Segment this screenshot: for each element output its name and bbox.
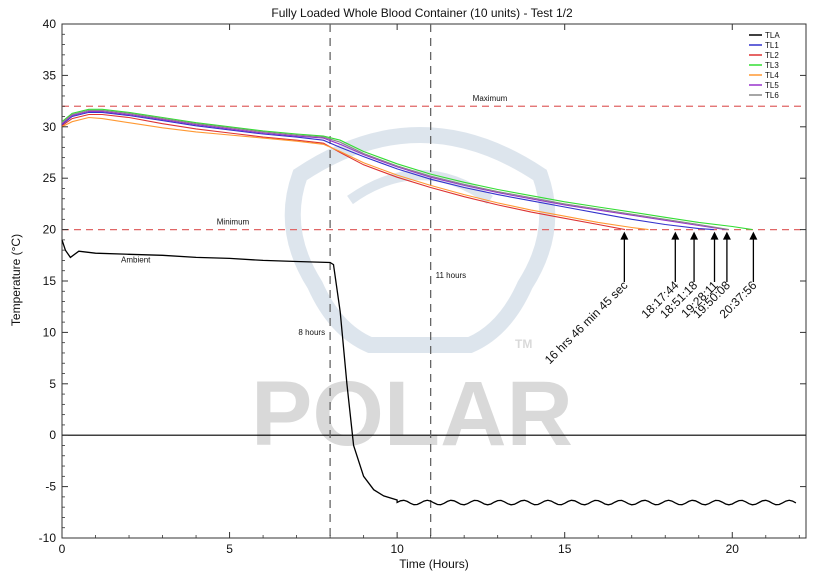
series-line-tl1 xyxy=(61,111,714,231)
series-line-tla xyxy=(61,239,797,506)
y-tick-label: 20 xyxy=(43,223,57,237)
x-tick-label: 0 xyxy=(59,542,66,556)
y-axis-label: Temperature (°C) xyxy=(9,234,23,326)
y-tick-label: -10 xyxy=(39,531,57,545)
y-tick-label: 15 xyxy=(43,274,57,288)
legend-label-tl6: TL6 xyxy=(765,91,779,100)
y-tick-label: 30 xyxy=(43,120,57,134)
series-lines xyxy=(61,108,797,506)
arrow-head-icon xyxy=(690,231,699,240)
annotation-ambient: Ambient xyxy=(121,255,151,264)
x-tick-label: 5 xyxy=(226,542,233,556)
reference-label-maximum: Maximum xyxy=(473,94,508,103)
watermark-tm: TM xyxy=(515,337,532,351)
y-tick-label: 25 xyxy=(43,171,57,185)
arrow-head-icon xyxy=(722,231,731,240)
reference-label-minimum: Minimum xyxy=(217,218,250,227)
chart-title: Fully Loaded Whole Blood Container (10 u… xyxy=(271,6,573,20)
y-tick-label: 0 xyxy=(49,428,56,442)
legend-label-tl4: TL4 xyxy=(765,71,779,80)
legend-label-tla: TLA xyxy=(765,31,780,40)
y-tick-label: 40 xyxy=(43,17,57,31)
reference-lines: Maximum Minimum xyxy=(62,94,806,436)
legend-label-tl1: TL1 xyxy=(765,41,779,50)
axis-ticks: -10 -5 0 5 10 15 20 25 30 35 40 0 5 10 15 20 xyxy=(39,17,806,556)
x-axis-label: Time (Hours) xyxy=(399,557,469,571)
y-tick-label: 10 xyxy=(43,325,57,339)
polar-watermark: POLAR TM xyxy=(251,127,573,465)
legend-label-tl5: TL5 xyxy=(765,81,779,90)
series-line-tl5 xyxy=(61,110,726,231)
y-tick-label: 35 xyxy=(43,68,57,82)
threshold-arrows: 16 hrs 46 min 45 sec 18:17:4418:51:1819:2… xyxy=(542,231,760,367)
legend-label-tl3: TL3 xyxy=(765,61,779,70)
y-tick-label: 5 xyxy=(49,377,56,391)
legend-label-tl2: TL2 xyxy=(765,51,779,60)
vertical-line-label: 11 hours xyxy=(436,271,467,280)
x-tick-label: 15 xyxy=(558,542,572,556)
vertical-marker-lines: 8 hours 11 hours Ambient xyxy=(121,24,466,538)
arrow-head-icon xyxy=(710,231,719,240)
arrow-head-icon xyxy=(749,231,758,240)
x-tick-label: 20 xyxy=(726,542,740,556)
series-line-tl2 xyxy=(61,113,626,231)
vertical-line-label: 8 hours xyxy=(298,328,325,337)
series-line-tl4 xyxy=(61,116,649,231)
watermark-text: POLAR xyxy=(251,363,573,465)
y-tick-label: -5 xyxy=(45,480,56,494)
x-tick-label: 10 xyxy=(390,542,404,556)
arrow-label: 16 hrs 46 min 45 sec xyxy=(542,278,631,367)
series-line-tl3 xyxy=(61,108,753,231)
series-line-tl6 xyxy=(61,109,729,231)
polar-logo-shield-icon xyxy=(284,127,556,353)
arrow-head-icon xyxy=(620,231,629,240)
arrow-head-icon xyxy=(671,231,680,240)
